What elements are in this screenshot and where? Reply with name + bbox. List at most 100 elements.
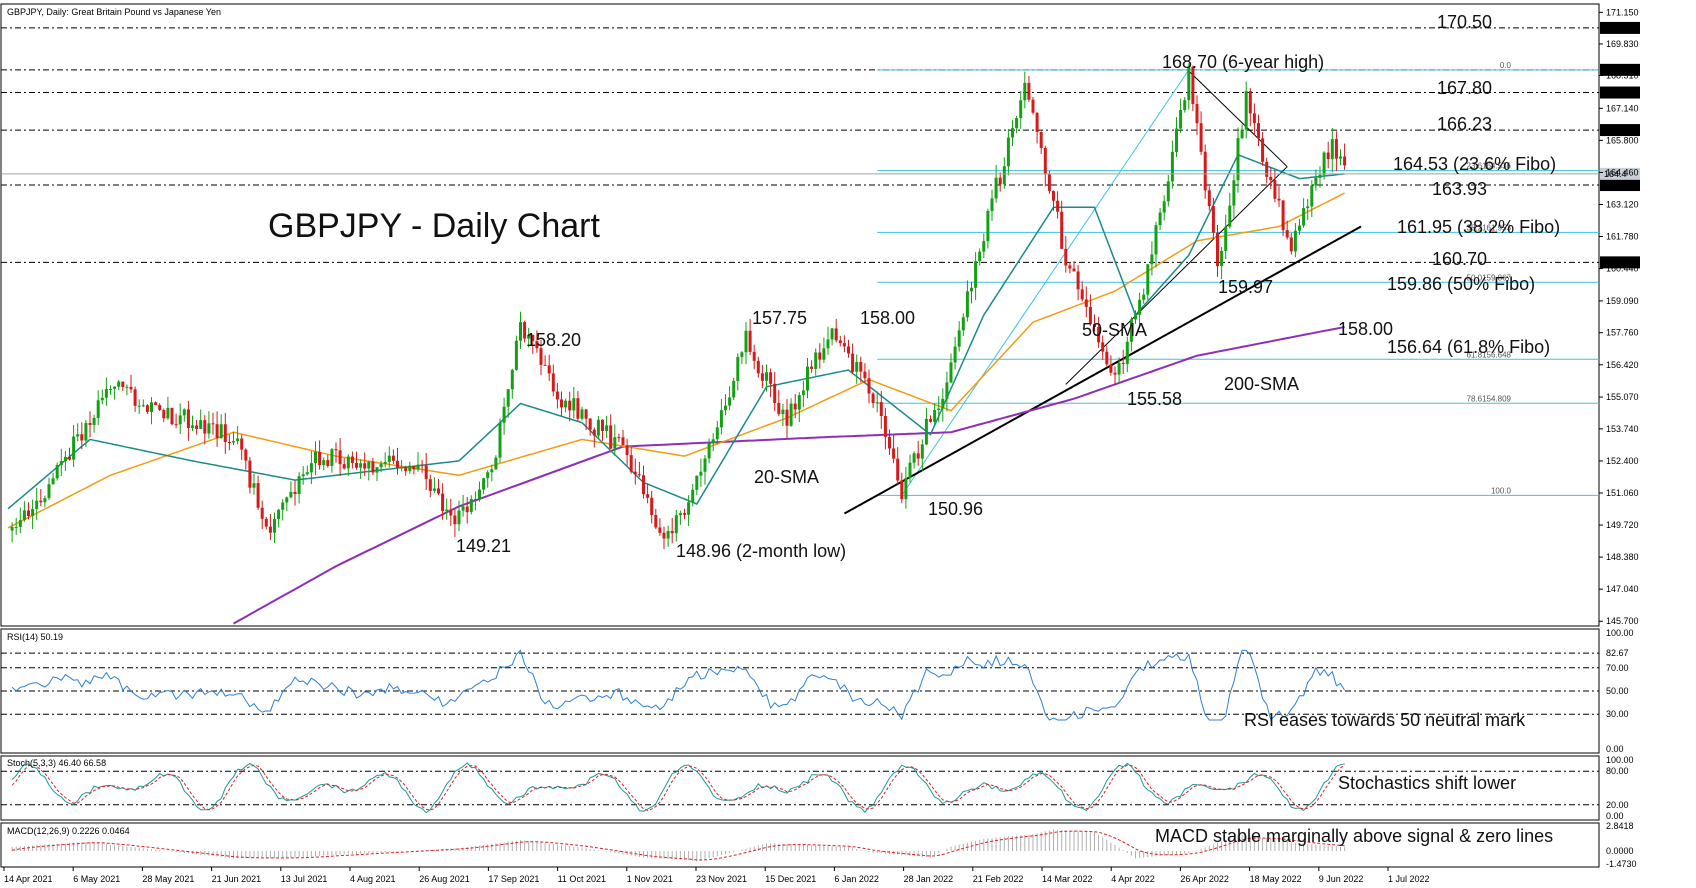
candle-body — [22, 510, 26, 521]
annotation: 149.21 — [456, 536, 511, 556]
annotation: 156.64 (61.8% Fibo) — [1387, 337, 1550, 357]
candle-body — [55, 465, 59, 479]
candle-body — [14, 526, 18, 528]
candle-body — [1273, 180, 1277, 199]
time-tick-label: 28 May 2021 — [142, 874, 194, 884]
candle-body — [990, 198, 994, 211]
candle-body — [1072, 268, 1076, 272]
level-tag-bg — [1600, 63, 1640, 76]
candle-body — [1339, 156, 1342, 159]
candle-body — [974, 261, 978, 288]
candle-body — [564, 400, 568, 408]
candle-body — [338, 450, 342, 465]
candle-body — [683, 513, 686, 515]
candle-body — [256, 483, 260, 508]
candle-body — [605, 425, 609, 431]
candle-body — [994, 177, 998, 199]
macd-tick-label: 2.8418 — [1606, 821, 1634, 831]
candle-body — [1170, 151, 1174, 182]
fib-label: 61.8156.648 — [1467, 350, 1512, 359]
candle-body — [117, 381, 121, 387]
annotation: 159.97 — [1218, 277, 1273, 297]
candle-body — [268, 526, 272, 533]
candle-body — [765, 372, 768, 381]
candle-body — [531, 334, 535, 342]
stoch-d-line — [11, 764, 1345, 811]
candle-body — [18, 520, 22, 527]
candle-body — [883, 415, 887, 437]
candle-body — [830, 328, 834, 340]
candle-body — [80, 434, 84, 441]
candle-body — [277, 509, 281, 520]
candle-body — [199, 420, 203, 429]
candle-body — [285, 497, 289, 503]
candle-body — [1105, 351, 1109, 365]
candle-body — [35, 500, 39, 509]
candle-body — [920, 444, 924, 459]
candle-body — [601, 419, 604, 431]
candle-body — [842, 343, 846, 347]
candle-body — [715, 427, 719, 440]
candle-body — [437, 488, 440, 494]
candle-body — [560, 399, 563, 408]
rsi-tick-label: 70.00 — [1606, 663, 1629, 673]
candle-body — [1031, 99, 1035, 113]
candle-body — [232, 441, 235, 443]
candle-body — [428, 479, 432, 491]
candle-body — [297, 476, 301, 495]
candle-body — [527, 334, 531, 339]
candle-body — [732, 380, 736, 398]
annotation: 20-SMA — [754, 467, 819, 487]
candle-body — [391, 455, 395, 461]
candle-body — [859, 362, 863, 372]
candle-body — [453, 515, 457, 525]
candle-body — [1125, 341, 1129, 364]
candle-body — [539, 348, 543, 365]
candle-body — [473, 498, 477, 500]
candle-body — [523, 322, 527, 339]
price-tick-label: 171.150 — [1606, 7, 1639, 17]
candle-body — [137, 405, 141, 407]
candle-body — [1043, 147, 1047, 175]
candle-body — [826, 339, 830, 349]
candle-body — [1183, 100, 1187, 111]
candle-body — [1142, 294, 1146, 300]
candle-body — [191, 425, 194, 428]
candle-body — [879, 402, 883, 416]
candle-body — [1179, 110, 1183, 129]
candle-body — [621, 437, 625, 446]
candle-body — [1052, 190, 1055, 201]
candle-body — [666, 531, 670, 539]
rsi-info: RSI(14) 50.19 — [7, 632, 63, 642]
candle-body — [502, 406, 506, 423]
level-tag: 160.700 — [1604, 257, 1637, 267]
annotation: 163.93 — [1432, 179, 1487, 199]
candle-body — [1121, 362, 1125, 364]
candle-body — [1293, 230, 1297, 252]
time-tick-label: 14 Mar 2022 — [1042, 874, 1093, 884]
candle-body — [584, 409, 588, 419]
candle-body — [39, 500, 43, 503]
candle-body — [203, 420, 207, 434]
candle-body — [703, 458, 707, 472]
candle-body — [334, 449, 338, 451]
candle-body — [756, 360, 760, 374]
price-tick-label: 157.760 — [1606, 328, 1639, 338]
candle-body — [568, 400, 572, 411]
candle-body — [1097, 327, 1101, 343]
candle-body — [1224, 226, 1228, 251]
candle-body — [596, 419, 600, 436]
time-tick-label: 11 Oct 2021 — [558, 874, 606, 884]
candle-body — [748, 330, 752, 352]
candle-body — [309, 463, 313, 473]
candle-body — [818, 352, 822, 360]
candle-body — [912, 453, 916, 463]
macd-indicator: 2.8418 0.0000 -1.4730 — [11, 821, 1637, 869]
candle-body — [736, 356, 740, 381]
annotations: 170.50 168.70 (6-year high) 167.80 166.2… — [456, 12, 1560, 561]
candle-body — [400, 467, 404, 469]
candle-body — [892, 448, 896, 459]
candle-body — [154, 402, 158, 406]
